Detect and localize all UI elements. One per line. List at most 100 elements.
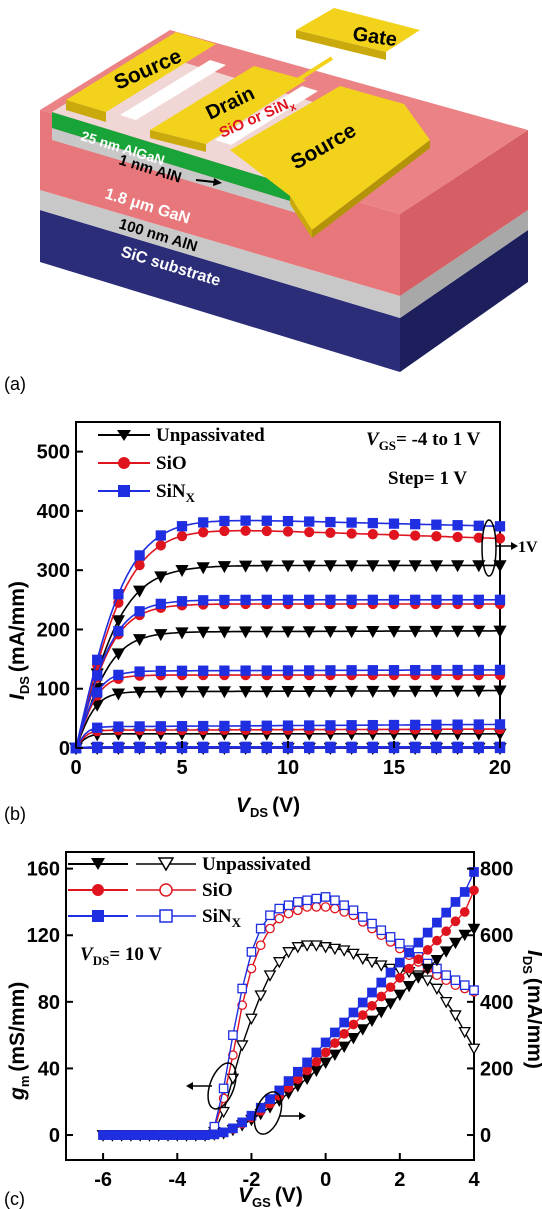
legend-b-text-unpassivated: Unpassivated [156,425,265,446]
chart-b-point [133,634,147,647]
chart-c-point [302,1065,312,1076]
chart-c-gm-ellipse [207,1062,237,1110]
chart-b-point [408,560,422,573]
chart-b-point [196,562,210,575]
chart-c-point [432,935,442,946]
chart-c-point [450,916,461,927]
chart-c-vds-annotation: VDS= 10 V [80,944,162,968]
chart-c-point [153,1130,164,1140]
legend-b-marker-sio [118,457,130,469]
chart-b-point [304,720,315,731]
chart-c-point [255,940,266,951]
chart-b-point [367,742,378,754]
source-left-pad-front [66,100,106,122]
chart-b-point [240,665,251,676]
chart-b-point [325,665,336,676]
chart-c-point [209,1129,220,1140]
chart-b-point [113,721,124,732]
chart-b-point [282,515,294,527]
chart-b-series [69,515,507,755]
panel-a-label: (a) [4,374,26,394]
chart-c-point [422,945,433,955]
chart-b-point [219,720,230,732]
chart-b-point [261,665,272,676]
chart-c-point [357,997,368,1008]
chart-c-point [430,955,444,967]
chart-c-point [385,967,396,978]
chart-c-point [181,1130,192,1140]
chart-b-point [325,527,336,538]
chart-b-point [198,517,209,528]
chart-b-point [217,561,231,574]
chart-c-point [272,957,286,969]
chart-c-xtick-label: -6 [94,1169,112,1191]
chart-c-point [320,1047,331,1058]
chart-b-point [113,589,124,600]
chart-c-point [283,900,294,911]
chart-b-point [387,625,401,638]
chart-b-point [304,526,315,538]
chart-c-point [458,1026,472,1039]
chart-b-point [367,665,378,676]
chart-b-point [261,594,272,605]
chart-c-legend: Unpassivated SiO SiNX [68,854,311,930]
chart-b-point [493,625,507,638]
chart-c-point [441,970,452,981]
chart-b-point [493,685,507,698]
chart-c-point [126,1130,136,1140]
chart-b-point [451,560,465,573]
chart-c-point [347,1032,360,1045]
chart-b-point [429,685,443,698]
chart-b-point [282,526,294,537]
legend-b-marker-unpassivated [117,430,131,441]
chart-b-point [219,594,230,606]
chart-b-point [387,685,401,698]
chart-c-point [404,963,414,974]
chart-c-point [376,925,387,936]
chart-c-point [163,1130,173,1140]
chart-b-point [176,721,188,732]
chart-b-point [302,560,316,573]
chart-c-y2tick-label: 600 [480,925,513,947]
chart-b-point [494,521,506,532]
chart-b-point [431,594,442,605]
chart-b-point [240,720,251,731]
chart-b-point [219,665,230,676]
chart-b-vgs-annotation: VGS= -4 to 1 V [366,429,481,453]
chart-b-point [154,629,168,642]
chart-b-xtick-label: 0 [70,757,81,779]
source-right-pad-front [290,196,312,238]
chart-b-point [154,571,168,584]
chart-c-point [393,989,407,1002]
chart-b-point [431,742,442,754]
chart-b-point [345,685,359,698]
chart-b-point [92,742,103,754]
chart-b-point [366,560,380,573]
chart-b-point [92,722,103,733]
chart-c-point [421,975,434,987]
chart-b-point [196,626,210,639]
chart-b-ytick-label: 500 [37,442,70,464]
chart-c-point [449,937,462,950]
legend-b-marker-sin [118,485,130,497]
chart-b-point [281,686,295,699]
chart-b-point [282,720,294,731]
chart-b-point [176,596,188,607]
chart-b-point [304,594,315,605]
chart-c-point [339,1028,350,1039]
chart-b-point [155,742,166,754]
chart-b-point [366,685,380,698]
chart-b-1v-arrowhead [511,542,518,550]
chart-c-point [404,947,414,958]
chart-c-point [292,1066,303,1077]
chart-b-point [113,625,124,637]
chart-b-point [176,530,188,542]
chart-b-point [346,665,357,676]
legend-c-text-sin: SiNX [202,906,242,930]
chart-b-point [494,533,506,544]
passivation-stripe-3 [215,86,318,145]
chart-b-point [240,594,251,606]
chart-c-point [328,1049,342,1061]
chart-c-y2tick-label: 400 [480,992,513,1014]
chart-b-ytick-label: 0 [59,738,70,760]
